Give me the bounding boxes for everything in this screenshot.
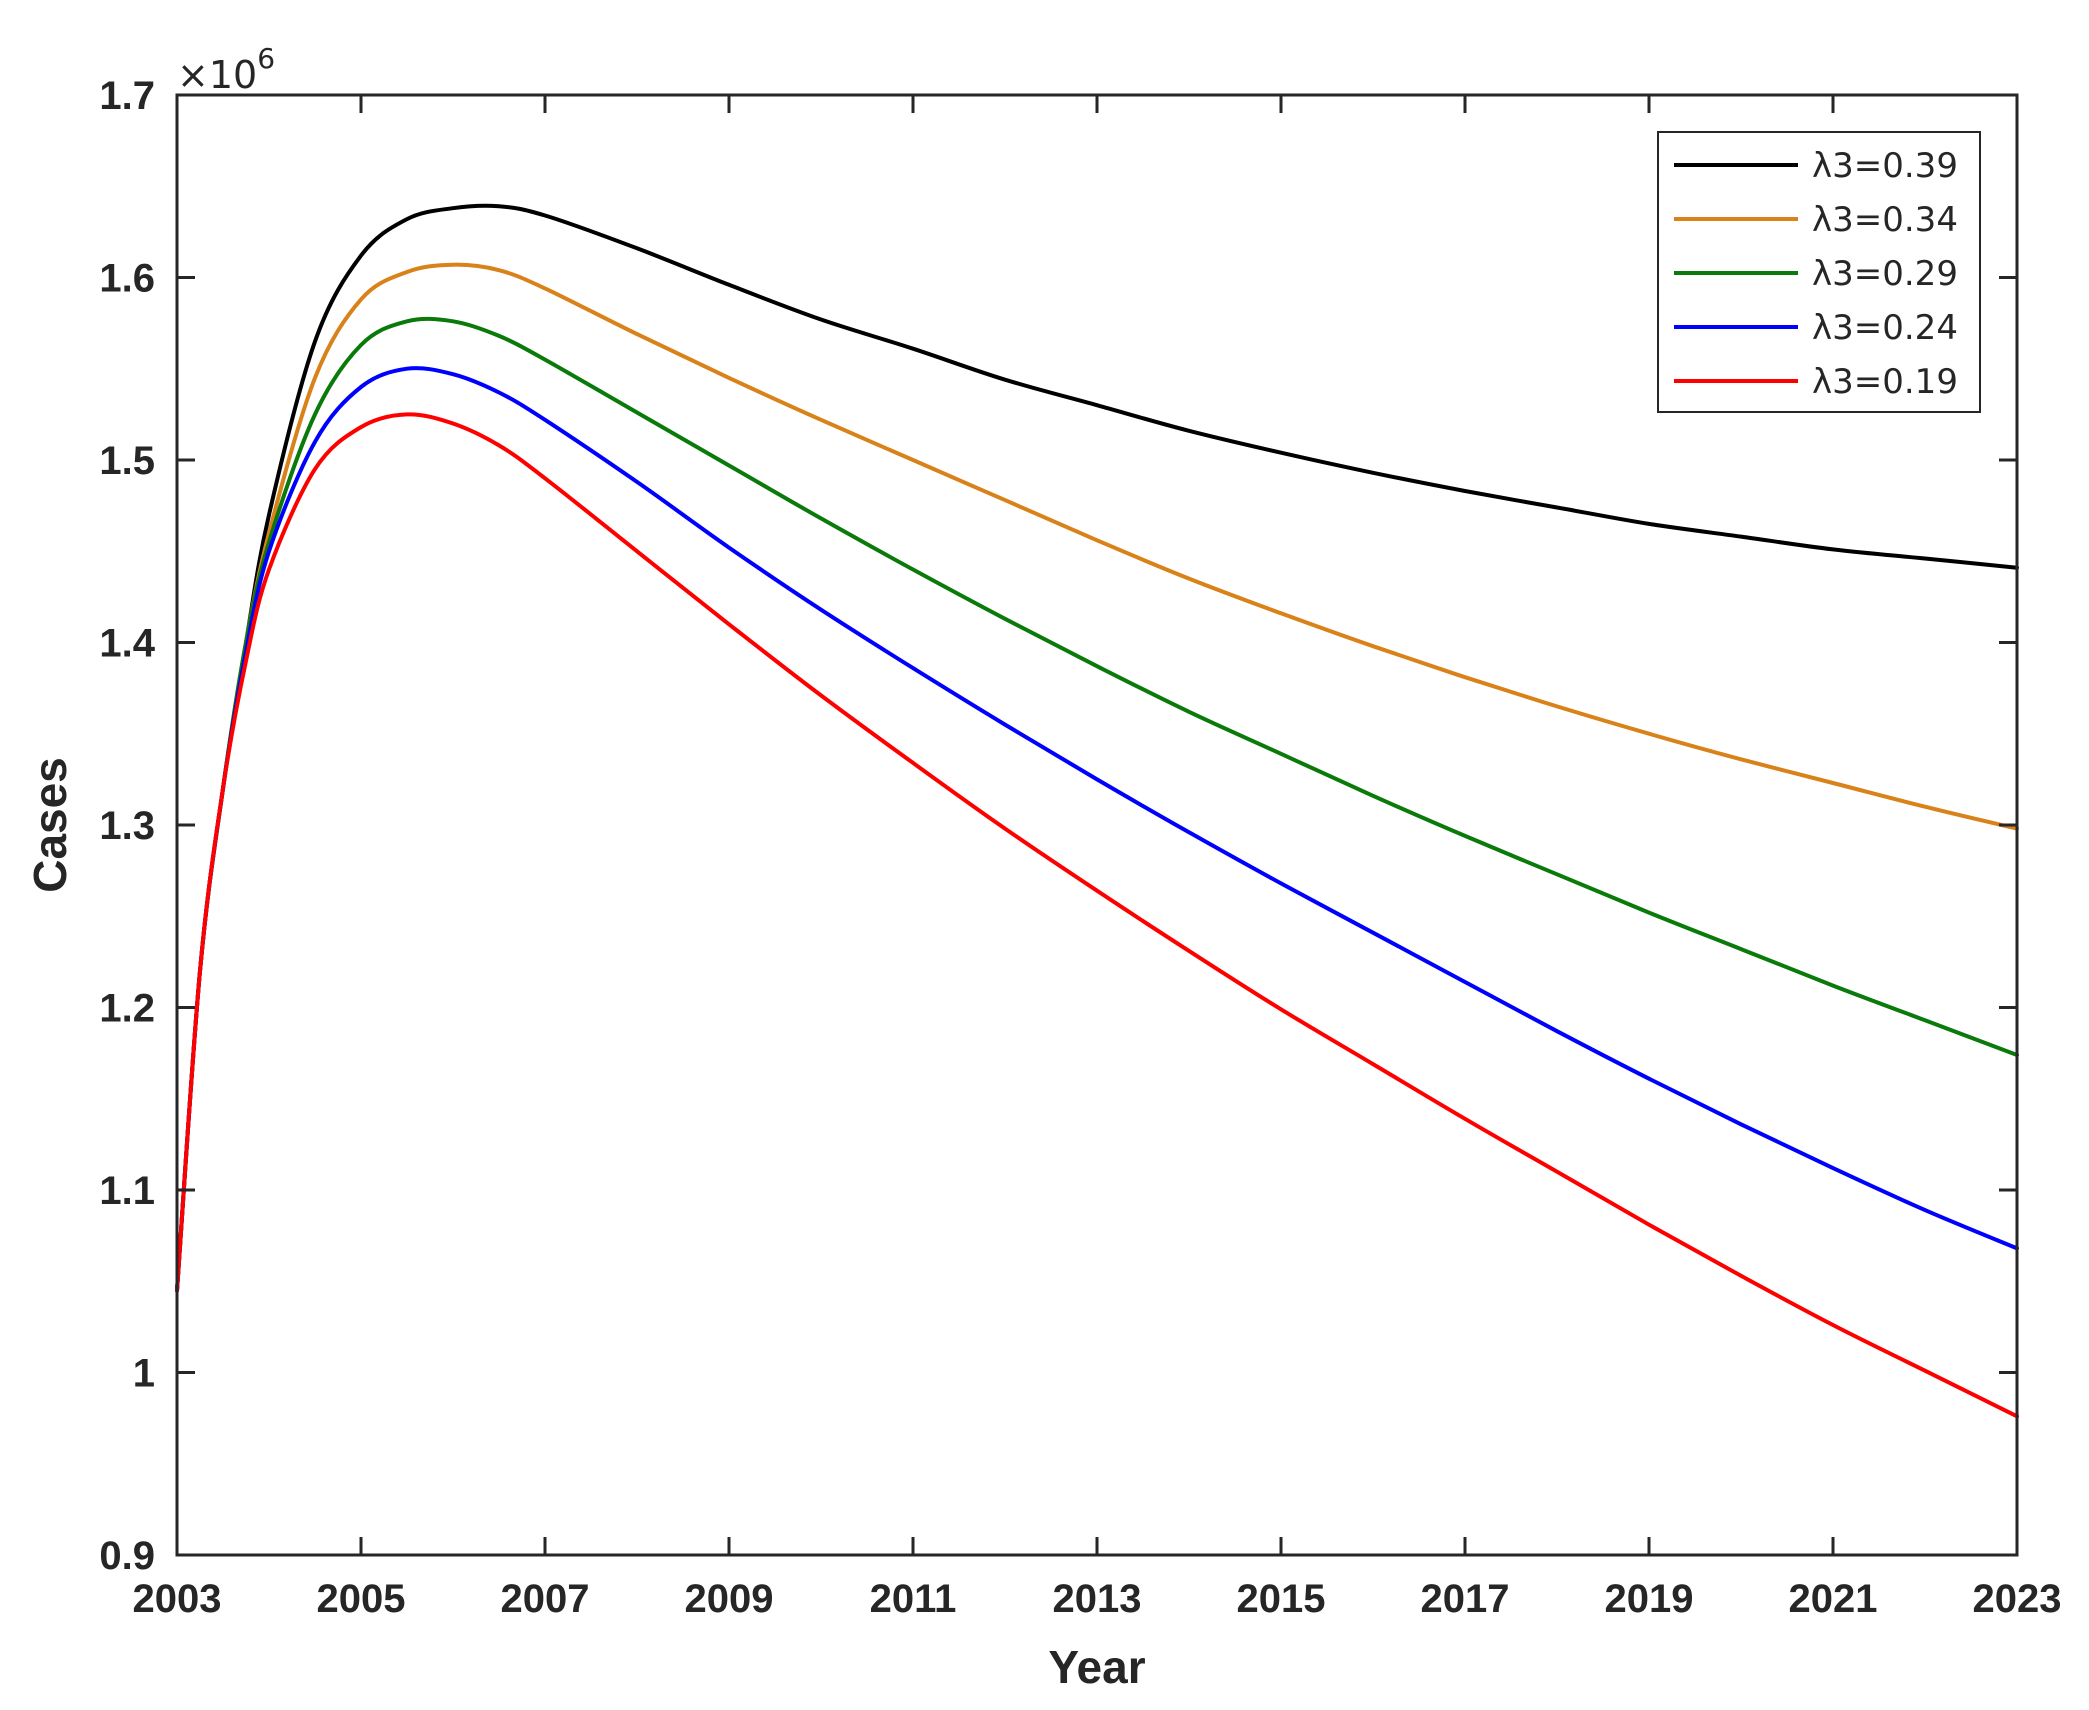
y-tick-label: 1 bbox=[133, 1352, 155, 1396]
series-line-5 bbox=[175, 412, 2019, 1419]
x-tick-labels: 2003 2005 2007 2009 2011 2013 2015 2017 2019 2021… bbox=[133, 1577, 2062, 1621]
y-tick-label: 1.7 bbox=[99, 74, 155, 118]
axes-frame bbox=[175, 93, 2019, 1557]
x-tick-label: 2013 bbox=[1053, 1577, 1142, 1621]
x-tick-label: 2009 bbox=[685, 1577, 774, 1621]
multiplier-base: ×10 bbox=[177, 53, 257, 97]
x-tick-label: 2011 bbox=[870, 1577, 957, 1621]
multiplier-exponent: 6 bbox=[257, 42, 275, 75]
x-axis-title: Year bbox=[1048, 1641, 1145, 1693]
legend-label-2: λ3=0.34 bbox=[1812, 200, 1958, 240]
y-tick-label: 1.2 bbox=[99, 987, 155, 1031]
x-tick-label: 2015 bbox=[1237, 1577, 1326, 1621]
x-tick-label: 2007 bbox=[501, 1577, 590, 1621]
y-axis-title: Cases bbox=[24, 757, 76, 893]
y-tick-label: 1.3 bbox=[99, 804, 155, 848]
x-tick-label: 2017 bbox=[1421, 1577, 1510, 1621]
y-tick-label: 1.5 bbox=[99, 439, 155, 483]
y-tick-label: 0.9 bbox=[99, 1534, 155, 1578]
legend-label-1: λ3=0.39 bbox=[1812, 146, 1958, 186]
x-tick-label: 2021 bbox=[1789, 1577, 1878, 1621]
series-line-4 bbox=[175, 366, 2019, 1293]
y-axis-multiplier: ×106 bbox=[177, 42, 275, 97]
legend-label-4: λ3=0.24 bbox=[1812, 308, 1958, 348]
y-tick-labels: 0.9 1 1.1 1.2 1.3 1.4 1.5 1.6 1.7 bbox=[99, 74, 155, 1578]
legend-label-5: λ3=0.19 bbox=[1812, 362, 1958, 402]
x-tick-label: 2005 bbox=[317, 1577, 406, 1621]
y-tick-label: 1.4 bbox=[99, 622, 155, 666]
x-tick-label: 2003 bbox=[133, 1577, 222, 1621]
legend-label-3: λ3=0.29 bbox=[1812, 254, 1958, 294]
x-tick-label: 2019 bbox=[1605, 1577, 1694, 1621]
x-tick-label: 2023 bbox=[1973, 1577, 2062, 1621]
y-tick-label: 1.6 bbox=[99, 257, 155, 301]
legend: λ3=0.39 λ3=0.34 λ3=0.29 λ3=0.24 λ3=0.19 bbox=[1657, 131, 1981, 413]
series-layer bbox=[175, 203, 2019, 1419]
y-tick-label: 1.1 bbox=[99, 1169, 155, 1213]
